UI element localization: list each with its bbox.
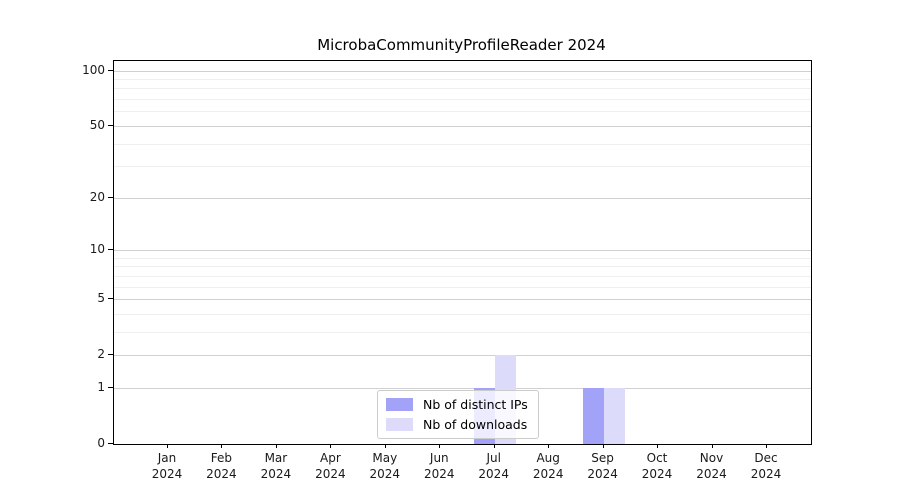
x-tick-year: 2024 [641,467,673,481]
x-tick-year: 2024 [424,467,455,481]
legend-label-downloads: Nb of downloads [423,417,528,432]
gridline-minor [114,286,811,288]
y-tick-mark [108,124,113,126]
y-tick-mark [108,196,113,198]
y-tick-label: 0 [97,436,105,450]
gridline-major [114,250,811,251]
gridline-major [114,387,811,389]
gridline-minor [114,331,811,333]
x-tick-label: Dec 2024 [751,450,782,482]
gridline-minor [114,313,811,315]
legend: Nb of distinct IPs Nb of downloads [377,390,539,439]
x-tick-year: 2024 [587,467,618,481]
y-tick-mark [108,354,113,356]
legend-swatch-distinct-ips [386,398,413,411]
legend-entry-downloads: Nb of downloads [386,417,528,432]
x-tick-month: May [372,451,398,465]
x-tick-label: Apr 2024 [315,450,346,482]
y-tick-label: 100 [82,62,105,77]
gridline-major [114,125,811,127]
y-tick-label: 10 [89,242,105,256]
y-tick-label: 1 [97,379,105,394]
gridline-minor [114,257,811,259]
gridline-minor [114,79,811,80]
x-tick-mark [493,444,495,448]
x-tick-year: 2024 [532,467,564,481]
x-tick-mark [657,444,658,448]
gridline-major [114,299,811,300]
legend-label-distinct-ips: Nb of distinct IPs [423,397,528,412]
x-tick-label: Feb 2024 [206,450,237,482]
x-tick-mark [275,444,277,448]
gridline-minor [114,143,811,145]
y-tick-mark [108,443,113,444]
x-tick-mark [439,444,441,448]
x-tick-label: Aug 2024 [533,450,564,482]
x-tick-mark [711,444,713,448]
x-tick-mark [384,444,386,448]
y-tick-mark [108,69,113,71]
x-tick-label: Jul 2024 [478,450,509,482]
x-tick-year: 2024 [151,467,183,481]
x-tick-month: Feb [210,451,233,465]
x-tick-year: 2024 [750,467,782,481]
x-tick-month: Aug [536,451,560,465]
x-tick-month: Jan [157,451,177,465]
x-tick-mark [548,444,550,448]
x-tick-month: Dec [754,451,778,465]
plot-area: Nb of distinct IPs Nb of downloads [113,60,812,445]
y-tick-mark [108,298,113,299]
x-tick-label: Nov 2024 [696,450,727,482]
x-tick-year: 2024 [260,467,292,481]
gridline-minor [114,88,811,90]
gridline-minor [114,275,811,277]
x-tick-label: May 2024 [370,450,401,482]
bar-distinct-ips [582,387,604,444]
x-tick-month: Jul [486,451,501,465]
x-tick-year: 2024 [478,467,509,481]
y-tick-label: 20 [89,189,105,204]
x-tick-month: Sep [591,451,614,465]
bar-downloads [603,387,625,444]
y-tick-label: 50 [89,117,105,132]
x-tick-mark [167,444,168,448]
x-tick-mark [766,444,767,448]
legend-entry-distinct-ips: Nb of distinct IPs [386,397,528,412]
x-tick-year: 2024 [206,467,237,481]
x-tick-mark [330,444,332,448]
y-tick-mark [108,386,113,388]
x-tick-month: Apr [320,451,341,465]
x-tick-label: Sep 2024 [587,450,618,482]
x-tick-mark [602,444,604,448]
x-tick-mark [221,444,223,448]
x-tick-year: 2024 [696,467,727,481]
gridline-minor [114,166,811,168]
gridline-major [114,197,811,199]
x-tick-month: Mar [264,451,288,465]
x-tick-year: 2024 [369,467,401,481]
x-tick-label: Mar 2024 [261,450,292,482]
x-tick-month: Oct [646,451,668,465]
y-tick-label: 2 [97,347,105,362]
x-tick-month: Nov [699,451,724,465]
legend-swatch-downloads [386,418,413,431]
y-tick-mark [108,249,113,250]
gridline-major [114,355,811,357]
x-tick-label: Jan 2024 [152,450,183,482]
gridline-minor [114,266,811,268]
x-tick-label: Jun 2024 [424,450,455,482]
y-tick-label: 5 [97,291,105,305]
x-tick-month: Jun [429,451,449,465]
gridline-major [114,70,811,72]
gridline-minor [114,99,811,101]
chart-title: MicrobaCommunityProfileReader 2024 [317,36,606,54]
x-tick-year: 2024 [315,467,346,481]
x-tick-label: Oct 2024 [642,450,673,482]
gridline-minor [114,111,811,113]
